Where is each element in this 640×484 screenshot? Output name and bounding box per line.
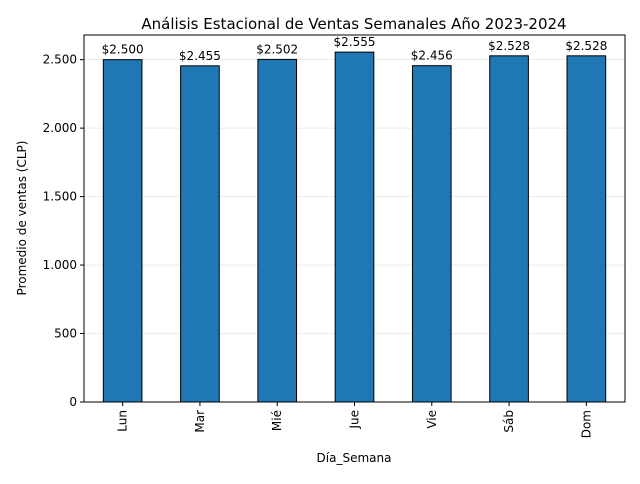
x-tick-label: Lun — [116, 410, 130, 432]
bar-Mar — [180, 65, 220, 403]
x-tick-label: Vie — [425, 410, 439, 429]
y-axis-ticks: 0 500 1.000 1.500 2.000 2.500 — [43, 53, 84, 409]
y-axis-label: Promedio de ventas (CLP) — [15, 141, 29, 296]
data-label: $2.502 — [256, 42, 298, 56]
data-label: $2.528 — [565, 39, 607, 53]
data-labels-group: $2.500 $2.455 $2.502 $2.555 $2.456 $2.528 $2.5… — [102, 35, 608, 63]
y-tick-label: 1.000 — [43, 258, 77, 272]
data-label: $2.555 — [334, 35, 376, 49]
x-axis-ticks: Lun Mar Mié Jue Vie Sáb Dom — [116, 402, 593, 438]
bar-Sáb — [489, 55, 529, 403]
x-tick-label: Mar — [193, 410, 207, 433]
data-label: $2.455 — [179, 49, 221, 63]
bar-Vie — [411, 65, 452, 403]
data-label: $2.456 — [411, 49, 453, 63]
x-axis-label: Día_Semana — [317, 451, 392, 465]
y-tick-label: 1.500 — [43, 190, 77, 204]
y-tick-label: 2.000 — [43, 121, 77, 135]
bars-group — [102, 51, 607, 403]
x-tick-label: Jue — [348, 410, 362, 430]
bar-Lun — [102, 59, 143, 403]
data-label: $2.500 — [102, 43, 144, 57]
y-tick-label: 2.500 — [43, 53, 77, 67]
y-tick-label: 500 — [54, 327, 77, 341]
chart-title: Análisis Estacional de Ventas Semanales … — [141, 15, 566, 33]
x-tick-label: Dom — [579, 410, 593, 438]
bar-Jue — [334, 51, 375, 403]
data-label: $2.528 — [488, 39, 530, 53]
x-tick-label: Mié — [270, 410, 284, 431]
x-tick-label: Sáb — [502, 410, 516, 433]
bar-Mié — [257, 58, 298, 403]
y-tick-label: 0 — [69, 395, 77, 409]
bar-Dom — [566, 55, 607, 403]
